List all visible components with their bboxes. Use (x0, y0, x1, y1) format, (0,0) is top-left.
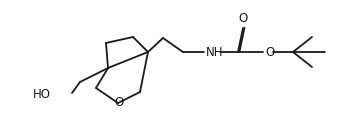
Text: HO: HO (33, 87, 51, 101)
Text: O: O (114, 96, 124, 108)
Text: O: O (239, 12, 248, 25)
Text: O: O (265, 46, 274, 60)
Text: NH: NH (206, 46, 224, 60)
